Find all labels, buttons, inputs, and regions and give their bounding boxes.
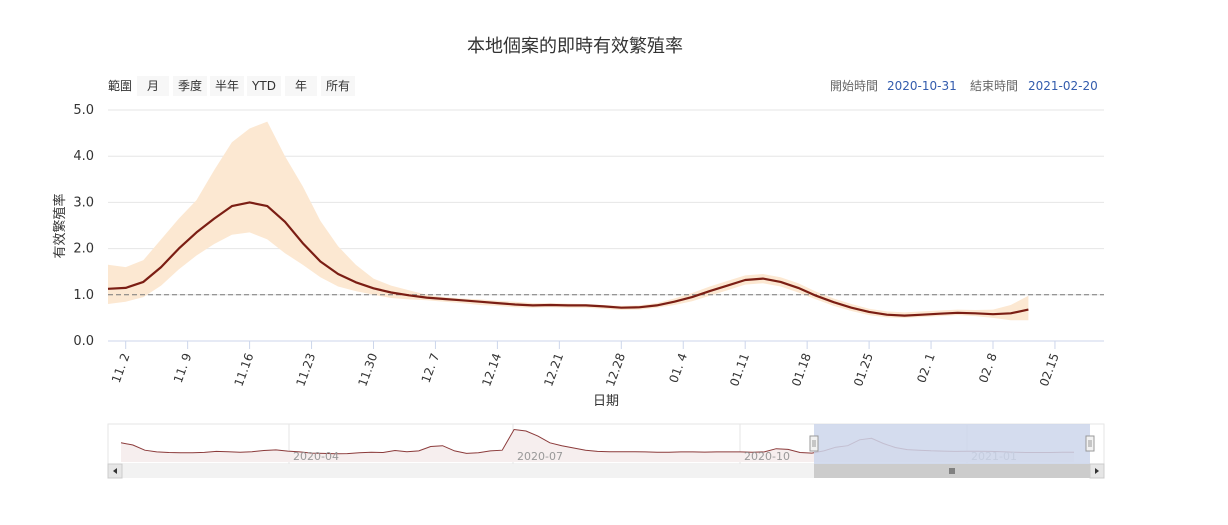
svg-text:YTD: YTD bbox=[251, 79, 276, 93]
svg-text:年: 年 bbox=[295, 79, 307, 93]
zoom-button-year[interactable]: 年 bbox=[285, 76, 317, 96]
arrow-right-icon bbox=[1095, 468, 1099, 474]
navigator-handle-right[interactable] bbox=[1085, 435, 1095, 452]
scroll-right-button[interactable] bbox=[1089, 463, 1105, 479]
y-tick-label: 0.0 bbox=[73, 334, 94, 349]
x-tick-label: 02.15 bbox=[1037, 351, 1062, 388]
x-tick-label: 11.23 bbox=[293, 351, 318, 388]
navigator[interactable]: 2020-04 2020-07 2020-10 2021-01 bbox=[107, 423, 1105, 465]
y-tick-label: 1.0 bbox=[73, 288, 94, 303]
x-tick-label: 01.18 bbox=[789, 351, 814, 388]
x-axis: 11. 2 11. 9 11.16 11.23 11.30 12. 7 12.14 12.21… bbox=[108, 340, 1104, 388]
from-label: 開始時間 bbox=[830, 79, 878, 93]
x-tick-label: 12.28 bbox=[603, 351, 628, 388]
x-tick-label: 01.25 bbox=[851, 351, 876, 388]
series-line bbox=[107, 201, 1029, 317]
x-tick-label: 01.11 bbox=[727, 351, 752, 388]
navigator-label: 2020-04 bbox=[293, 450, 339, 463]
navigator-label: 2020-10 bbox=[744, 450, 790, 463]
zoom-label: 範圍 bbox=[108, 78, 132, 93]
zoom-button-quarter[interactable]: 季度 bbox=[173, 76, 207, 96]
confidence-band bbox=[108, 121, 1029, 321]
navigator-handle-left[interactable] bbox=[809, 435, 819, 452]
x-tick-label: 11.30 bbox=[355, 351, 380, 388]
series-path bbox=[107, 201, 1029, 317]
navigator-selected-range[interactable] bbox=[814, 424, 1090, 464]
x-tick-label: 11.16 bbox=[232, 351, 257, 388]
y-tick-label: 5.0 bbox=[73, 103, 94, 118]
arrow-left-icon bbox=[113, 468, 117, 474]
svg-text:所有: 所有 bbox=[326, 79, 350, 93]
x-tick-label: 11. 2 bbox=[109, 351, 133, 384]
navigator-label: 2020-07 bbox=[517, 450, 563, 463]
scroll-left-button[interactable] bbox=[107, 463, 123, 479]
to-label: 結束時間 bbox=[970, 79, 1018, 93]
x-tick-label: 12.14 bbox=[479, 351, 504, 388]
zoom-button-all[interactable]: 所有 bbox=[321, 76, 355, 96]
scrollbar-grip-icon bbox=[949, 468, 955, 474]
chart-title: 本地個案的即時有效繁殖率 bbox=[467, 35, 683, 57]
to-date-input[interactable]: 2021-02-20 bbox=[1028, 79, 1098, 93]
y-tick-label: 4.0 bbox=[73, 149, 94, 164]
y-tick-label: 3.0 bbox=[73, 195, 94, 210]
confidence-band-area bbox=[108, 121, 1029, 321]
range-selector: 範圍 月 季度 半年 YTD 年 所有 開始時間 2020-10-31 結束時間… bbox=[108, 76, 1098, 96]
from-date-input[interactable]: 2020-10-31 bbox=[887, 79, 957, 93]
x-tick-label: 12.21 bbox=[541, 351, 566, 388]
zoom-button-half-year[interactable]: 半年 bbox=[210, 76, 244, 96]
x-axis-title: 日期 bbox=[593, 394, 619, 409]
x-tick-label: 11. 9 bbox=[171, 351, 195, 384]
x-tick-label: 02. 8 bbox=[976, 351, 1000, 384]
y-tick-label: 2.0 bbox=[73, 242, 94, 257]
y-axis: 0.0 1.0 2.0 3.0 4.0 5.0 bbox=[73, 103, 94, 349]
svg-text:半年: 半年 bbox=[215, 79, 239, 93]
scrollbar[interactable] bbox=[107, 463, 1105, 479]
zoom-button-month[interactable]: 月 bbox=[137, 76, 169, 96]
zoom-button-ytd[interactable]: YTD bbox=[247, 76, 281, 96]
svg-text:季度: 季度 bbox=[178, 78, 202, 93]
y-axis-title: 有效繁殖率 bbox=[52, 193, 68, 258]
x-tick-label: 01. 4 bbox=[666, 351, 690, 384]
svg-text:月: 月 bbox=[147, 79, 159, 93]
x-tick-label: 12. 7 bbox=[419, 351, 443, 384]
x-tick-label: 02. 1 bbox=[914, 351, 938, 384]
